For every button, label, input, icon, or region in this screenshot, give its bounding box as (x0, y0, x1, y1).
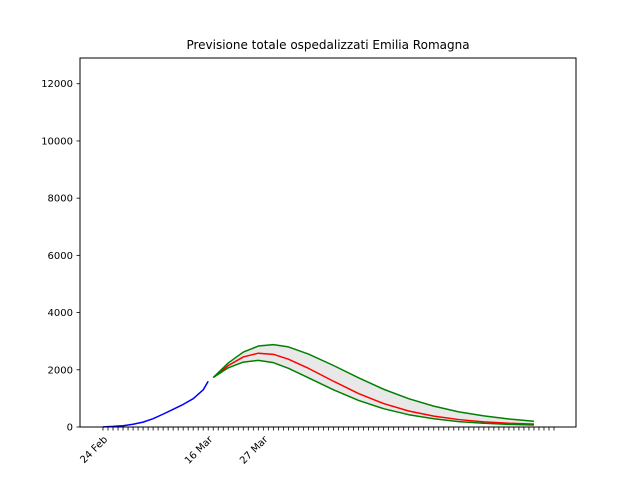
y-tick-label: 6000 (48, 251, 73, 262)
series-line-observed (102, 380, 209, 428)
y-tick-label: 2000 (48, 365, 73, 376)
y-tick-label: 10000 (41, 136, 73, 147)
axes-frame (79, 57, 577, 428)
y-axis: 0 2000 4000 6000 8000 10000 12000 (41, 79, 80, 434)
plot-area (102, 343, 535, 428)
series-line-upper (212, 343, 535, 423)
y-tick-label: 4000 (48, 308, 73, 319)
x-tick-label: 16 Mar (183, 434, 216, 467)
y-tick-label: 8000 (48, 194, 73, 205)
chart-title: Previsione totale ospedalizzati Emilia R… (186, 38, 469, 52)
y-tick-label: 0 (67, 423, 73, 434)
x-axis: 24 Feb 16 Mar 27 Mar (79, 427, 555, 467)
x-tick-label: 24 Feb (79, 434, 111, 466)
series-line-lower (212, 359, 534, 426)
series-line-forecast (212, 352, 534, 425)
x-tick-label: 27 Mar (238, 434, 271, 467)
y-tick-label: 12000 (41, 79, 73, 90)
